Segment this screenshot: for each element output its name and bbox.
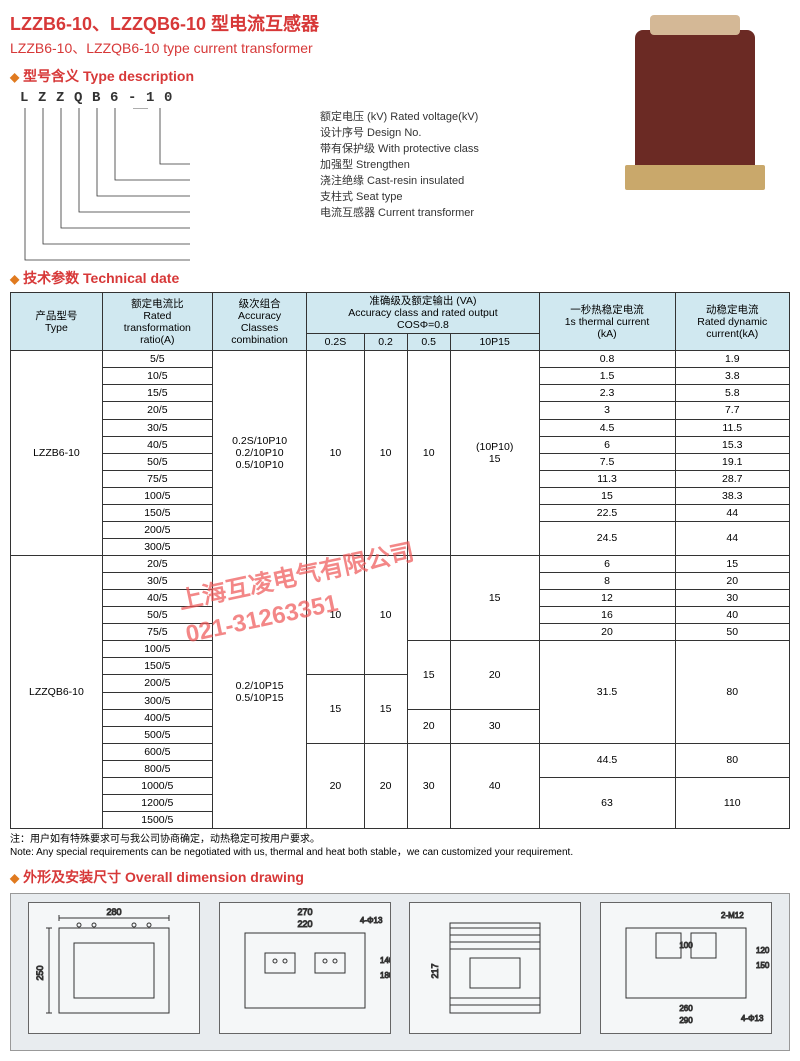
section-technical: ◆ 技术参数 Technical date bbox=[10, 268, 790, 288]
th-05: 0.5 bbox=[407, 334, 450, 351]
svg-text:100: 100 bbox=[679, 941, 693, 950]
dimension-drawings: 280 250 270 220 140 180 4-Φ13 217 100 12… bbox=[10, 893, 790, 1051]
svg-text:180: 180 bbox=[380, 971, 390, 980]
svg-text:150: 150 bbox=[756, 961, 770, 970]
table-row: LZZB6-105/50.2S/10P10 0.2/10P10 0.5/10P1… bbox=[11, 351, 790, 368]
table-row: 600/52020304044.580 bbox=[11, 743, 790, 760]
type-code-letters: LZZQB6-10 bbox=[20, 90, 182, 106]
type-line: 支柱式 Seat type bbox=[320, 190, 479, 206]
svg-text:4-Φ13: 4-Φ13 bbox=[360, 916, 383, 925]
svg-text:270: 270 bbox=[297, 907, 312, 917]
type-description-lines: 额定电压 (kV) Rated voltage(kV)设计序号 Design N… bbox=[320, 110, 479, 222]
table-row: LZZQB6-1020/50.2/10P15 0.5/10P1510101561… bbox=[11, 556, 790, 573]
dim-drawing-2: 270 220 140 180 4-Φ13 bbox=[219, 902, 391, 1034]
diamond-icon: ◆ bbox=[10, 272, 19, 286]
svg-text:217: 217 bbox=[430, 963, 440, 978]
svg-text:280: 280 bbox=[107, 907, 122, 917]
th-02s: 0.2S bbox=[307, 334, 364, 351]
svg-text:2-M12: 2-M12 bbox=[721, 911, 744, 920]
th-10p15: 10P15 bbox=[450, 334, 539, 351]
th-02: 0.2 bbox=[364, 334, 407, 351]
dim-drawing-1: 280 250 bbox=[28, 902, 200, 1034]
type-line: 加强型 Strengthen bbox=[320, 158, 479, 174]
type-line: 电流互感器 Current transformer bbox=[320, 206, 479, 222]
type-line: 设计序号 Design No. bbox=[320, 126, 479, 142]
note-block: 注：用户如有特殊要求可与我公司协商确定，动热稳定可按用户要求。 Note: An… bbox=[10, 833, 790, 859]
technical-table: 产品型号 Type 额定电流比 Rated transformation rat… bbox=[10, 292, 790, 829]
svg-text:290: 290 bbox=[679, 1016, 693, 1025]
type-line: 额定电压 (kV) Rated voltage(kV) bbox=[320, 110, 479, 126]
bracket-diagram bbox=[20, 108, 190, 268]
svg-text:260: 260 bbox=[679, 1004, 693, 1013]
svg-text:4-Φ13: 4-Φ13 bbox=[741, 1014, 764, 1023]
product-photo bbox=[605, 10, 785, 190]
section-dimension: ◆ 外形及安装尺寸 Overall dimension drawing bbox=[10, 867, 790, 887]
table-body: LZZB6-105/50.2S/10P10 0.2/10P10 0.5/10P1… bbox=[11, 351, 790, 829]
th-accuracy-output: 准确级及额定输出 (VA) Accuracy class and rated o… bbox=[307, 293, 539, 334]
th-accuracy: 级次组合 Accuracy Classes combination bbox=[212, 293, 306, 351]
th-dynamic: 动稳定电流 Rated dynamic current(kA) bbox=[675, 293, 789, 351]
svg-text:140: 140 bbox=[380, 956, 390, 965]
dim-drawing-4: 100 120 150 260 290 2-M12 4-Φ13 bbox=[600, 902, 772, 1034]
svg-text:220: 220 bbox=[297, 919, 312, 929]
diamond-icon: ◆ bbox=[10, 70, 19, 84]
svg-text:250: 250 bbox=[35, 965, 45, 980]
th-thermal: 一秒热稳定电流 1s thermal current (kA) bbox=[539, 293, 675, 351]
th-type: 产品型号 Type bbox=[11, 293, 103, 351]
svg-text:120: 120 bbox=[756, 946, 770, 955]
type-line: 带有保护级 With protective class bbox=[320, 142, 479, 158]
dim-drawing-3: 217 bbox=[409, 902, 581, 1034]
th-ratio: 额定电流比 Rated transformation ratio(A) bbox=[102, 293, 212, 351]
diamond-icon: ◆ bbox=[10, 871, 19, 885]
type-line: 浇注绝缘 Cast-resin insulated bbox=[320, 174, 479, 190]
